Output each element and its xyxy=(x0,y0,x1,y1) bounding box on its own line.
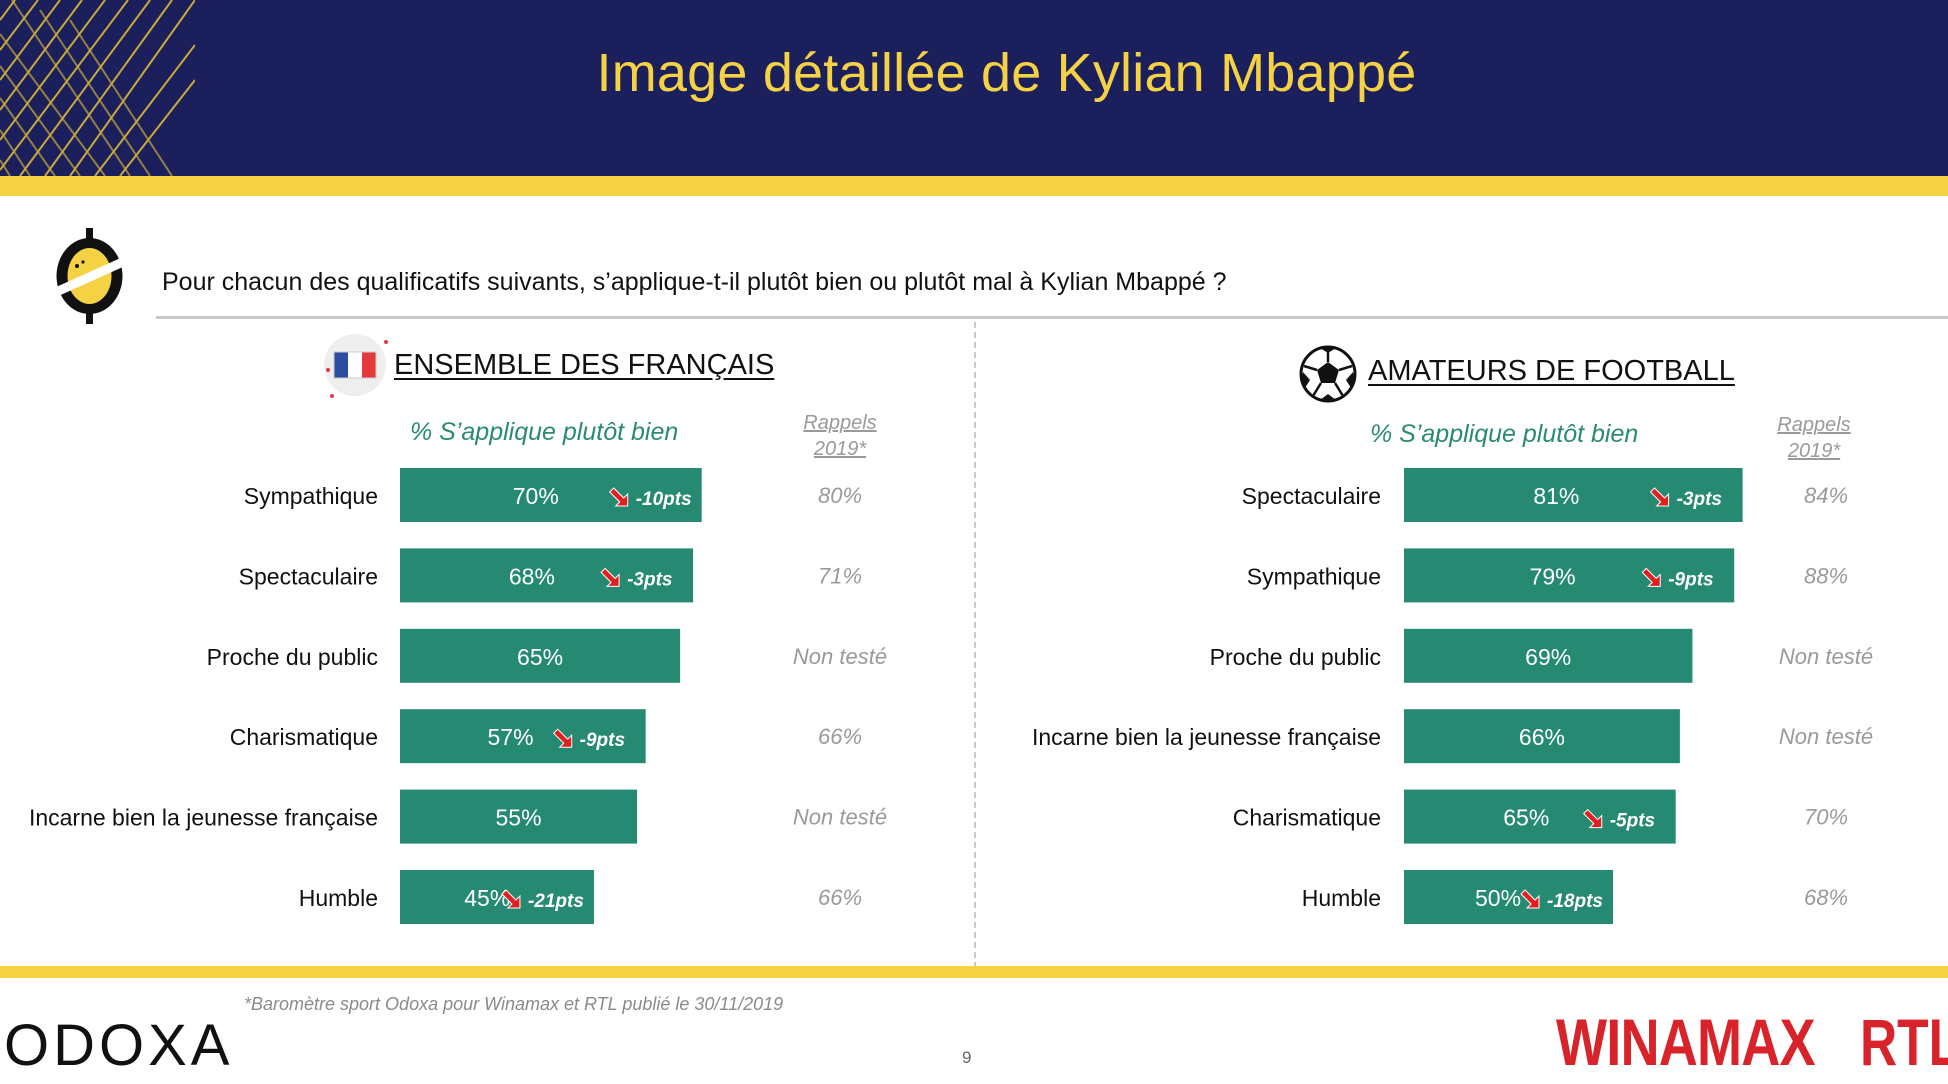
delta-label: -18pts xyxy=(1547,891,1603,912)
data-label: 68% xyxy=(509,563,555,589)
down-arrow-icon xyxy=(501,889,521,909)
bar xyxy=(400,870,594,924)
data-label: 45% xyxy=(464,885,510,911)
down-arrow-icon xyxy=(1649,487,1670,507)
recall-value: Non testé xyxy=(1779,644,1873,669)
recall-value: Non testé xyxy=(793,644,887,669)
soccer-ball-icon xyxy=(1299,345,1357,403)
category-label: Spectaculaire xyxy=(1242,483,1381,509)
recall-value: 80% xyxy=(818,483,862,508)
recall-value: 88% xyxy=(1804,563,1848,588)
page-title: Image détaillée de Kylian Mbappé xyxy=(596,43,1417,103)
delta-label: -21pts xyxy=(528,891,584,912)
data-label: 57% xyxy=(488,724,534,750)
france-flag-icon xyxy=(324,334,388,398)
category-label: Sympathique xyxy=(1247,563,1381,589)
down-arrow-icon xyxy=(600,567,620,587)
down-arrow-icon xyxy=(1641,567,1661,587)
recalls-header: Rappels 2019* xyxy=(803,412,877,460)
down-arrow-icon xyxy=(1582,808,1603,829)
delta-label: -3pts xyxy=(627,569,672,590)
down-arrow-icon xyxy=(608,487,629,507)
chart-subtitle: % S’applique plutôt bien xyxy=(410,418,679,446)
data-label: 79% xyxy=(1530,563,1576,589)
data-label: 81% xyxy=(1533,483,1579,509)
page-number: 9 xyxy=(962,1048,972,1067)
category-label: Spectaculaire xyxy=(239,563,378,589)
delta-label: -9pts xyxy=(1668,569,1713,590)
recall-value: Non testé xyxy=(1779,724,1873,749)
category-label: Proche du public xyxy=(207,644,378,670)
category-label: Charismatique xyxy=(230,724,378,750)
data-label: 66% xyxy=(1519,724,1565,750)
recall-value: 71% xyxy=(818,563,862,588)
footnote: *Baromètre sport Odoxa pour Winamax et R… xyxy=(244,994,784,1014)
bar-chart-football: Spectaculaire 81% -3pts 84% Sympathique 79% -9… xyxy=(1032,468,1873,924)
data-label: 70% xyxy=(513,483,559,509)
chevron-pattern-decoration xyxy=(0,0,195,176)
bar xyxy=(1404,709,1680,764)
question-divider xyxy=(156,316,1948,319)
recall-value: 84% xyxy=(1804,483,1848,508)
bar xyxy=(1404,628,1693,683)
down-arrow-icon xyxy=(1520,889,1540,909)
bar xyxy=(400,789,638,844)
bar xyxy=(400,548,694,603)
category-label: Incarne bien la jeunesse française xyxy=(1032,724,1381,750)
header-banner: Image détaillée de Kylian Mbappé xyxy=(0,0,1948,176)
category-label: Humble xyxy=(299,885,378,911)
bar xyxy=(1404,789,1676,844)
category-label: Humble xyxy=(1302,885,1381,911)
delta-label: -10pts xyxy=(636,489,692,510)
recall-value: 66% xyxy=(818,885,862,910)
panel-ensemble-des-francais: ENSEMBLE DES FRANÇAIS % S’applique plutô… xyxy=(0,330,974,970)
recall-value: 66% xyxy=(818,724,862,749)
recall-value: 70% xyxy=(1804,805,1848,830)
bar xyxy=(1404,548,1735,603)
down-arrow-icon xyxy=(552,728,573,748)
delta-label: -5pts xyxy=(1610,811,1655,832)
panel-amateurs-de-football: AMATEURS DE FOOTBALL % S’applique plutôt… xyxy=(976,330,1948,970)
recall-value: 68% xyxy=(1804,885,1848,910)
header-accent-stripe xyxy=(0,176,1948,196)
category-label: Charismatique xyxy=(1233,805,1381,831)
odoxa-logo: ODOXA xyxy=(4,1013,234,1078)
panel-title: ENSEMBLE DES FRANÇAIS xyxy=(394,349,775,381)
category-label: Proche du public xyxy=(1210,644,1381,670)
chart-subtitle: % S’applique plutôt bien xyxy=(1370,420,1639,448)
data-label: 65% xyxy=(1503,805,1549,831)
bar xyxy=(1404,870,1613,924)
panel-title: AMATEURS DE FOOTBALL xyxy=(1368,355,1735,387)
recalls-header: Rappels 2019* xyxy=(1777,414,1851,462)
delta-label: -3pts xyxy=(1677,489,1722,510)
footer-accent-stripe xyxy=(0,966,1948,978)
category-label: Sympathique xyxy=(244,483,378,509)
odoxa-emblem-icon xyxy=(54,228,125,324)
recall-value: Non testé xyxy=(793,805,887,830)
survey-question: Pour chacun des qualificatifs suivants, … xyxy=(162,268,1227,296)
data-label: 69% xyxy=(1525,644,1571,670)
data-label: 55% xyxy=(496,805,542,831)
bar xyxy=(400,468,702,522)
winamax-logo: WINAMAX xyxy=(1556,1005,1816,1079)
data-label: 50% xyxy=(1475,885,1521,911)
rtl-logo: RTL xyxy=(1860,1005,1948,1079)
bar xyxy=(400,628,681,683)
bar xyxy=(1404,468,1743,522)
delta-label: -9pts xyxy=(580,730,625,751)
panel-divider xyxy=(974,322,976,968)
bar-chart-ensemble: Sympathique 70% -10pts 80% Spectaculaire 68% -… xyxy=(29,468,887,924)
bar xyxy=(400,709,646,764)
data-label: 65% xyxy=(517,644,563,670)
category-label: Incarne bien la jeunesse française xyxy=(29,805,378,831)
